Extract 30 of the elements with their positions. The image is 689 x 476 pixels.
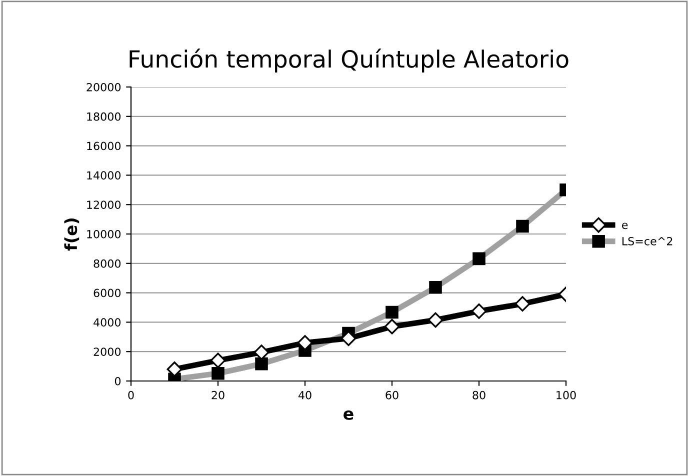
- point: [210, 352, 226, 368]
- y-tick-label: 0: [114, 376, 121, 386]
- x-tick-label: 100: [556, 390, 576, 400]
- point: [166, 362, 182, 377]
- y-tick-label: 12000: [87, 200, 121, 209]
- x-tick-label: 40: [298, 390, 312, 400]
- y-tick-label: 20000: [86, 82, 121, 92]
- y-tick-label: 14000: [87, 171, 121, 180]
- legend-label: e: [622, 222, 628, 230]
- y-tick-label: 10000: [87, 230, 121, 238]
- point: [340, 330, 356, 346]
- y-tick-label: 2000: [94, 348, 121, 356]
- x-axis-title: e: [344, 410, 354, 420]
- point: [384, 318, 400, 334]
- x-tick-label: 60: [386, 390, 398, 400]
- y-tick-label: 6000: [94, 288, 121, 298]
- x-tick-label: 20: [212, 390, 224, 400]
- point: [428, 312, 444, 328]
- legend-label: LS=ce^2: [622, 236, 672, 246]
- y-tick-label: 4000: [94, 318, 121, 327]
- point: [471, 303, 487, 319]
- y-tick-label: 16000: [87, 142, 121, 150]
- point: [514, 296, 530, 312]
- x-tick-label: 0: [128, 390, 134, 400]
- chart-title: Función temporal Quíntuple Aleatorio: [130, 48, 568, 72]
- y-tick-label: 8000: [94, 259, 121, 268]
- y-tick-label: 18000: [87, 112, 121, 121]
- point: [297, 335, 313, 350]
- x-tick-label: 80: [472, 390, 486, 400]
- y-axis-title: f(e): [64, 218, 80, 251]
